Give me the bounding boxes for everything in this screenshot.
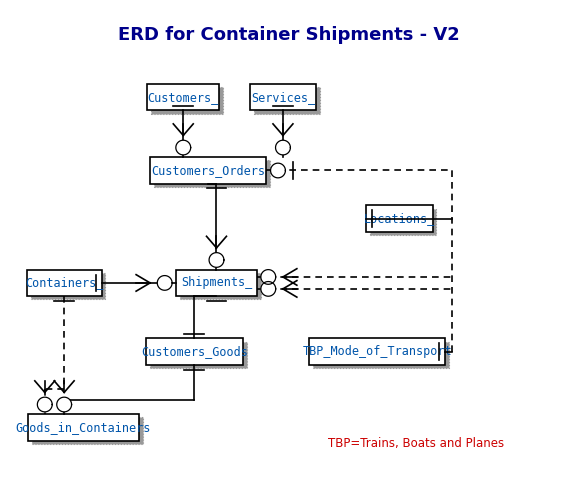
- Polygon shape: [261, 270, 276, 284]
- Bar: [150, 157, 267, 184]
- Text: Customers_Orders: Customers_Orders: [151, 164, 265, 177]
- Text: Customers_Goods: Customers_Goods: [141, 345, 248, 358]
- Bar: [32, 417, 143, 444]
- Polygon shape: [209, 253, 224, 267]
- Bar: [146, 339, 243, 365]
- Bar: [150, 341, 247, 368]
- Text: TBP=Trains, Boats and Planes: TBP=Trains, Boats and Planes: [328, 437, 504, 450]
- Text: ERD for Container Shipments - V2: ERD for Container Shipments - V2: [118, 26, 459, 44]
- Polygon shape: [176, 140, 190, 155]
- Bar: [154, 160, 270, 187]
- Text: Locations_: Locations_: [364, 212, 435, 225]
- Bar: [31, 273, 106, 299]
- Bar: [250, 84, 316, 111]
- Bar: [309, 339, 445, 365]
- Text: Goods_in_Containers: Goods_in_Containers: [16, 421, 151, 434]
- Bar: [28, 414, 139, 441]
- Polygon shape: [261, 282, 276, 296]
- Text: Services_: Services_: [251, 91, 315, 103]
- Bar: [147, 84, 219, 111]
- Polygon shape: [276, 140, 290, 155]
- Bar: [27, 270, 102, 296]
- Polygon shape: [38, 397, 52, 412]
- Text: TBP_Mode_of_Transport: TBP_Mode_of_Transport: [302, 345, 452, 358]
- Bar: [151, 87, 223, 114]
- Text: Customers_: Customers_: [148, 91, 219, 103]
- Bar: [313, 341, 449, 368]
- Polygon shape: [271, 163, 286, 178]
- Bar: [370, 209, 436, 235]
- Bar: [366, 205, 433, 232]
- Bar: [180, 273, 261, 299]
- Text: Containers_: Containers_: [25, 276, 103, 289]
- Text: Shipments_: Shipments_: [181, 276, 252, 289]
- Bar: [254, 87, 320, 114]
- Polygon shape: [57, 397, 72, 412]
- Bar: [177, 270, 257, 296]
- Polygon shape: [158, 276, 172, 290]
